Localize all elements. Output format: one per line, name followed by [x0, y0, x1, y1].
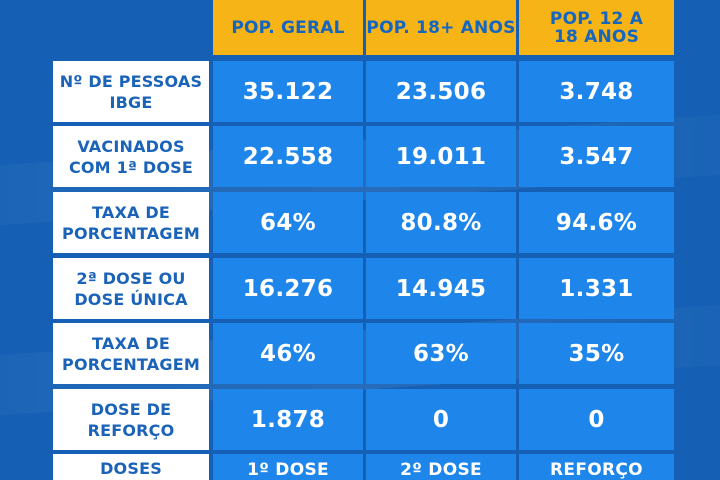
table-cell: 94.6%	[519, 192, 674, 253]
table-cell: 23.506	[366, 61, 516, 122]
table-cell: 3.748	[519, 61, 674, 122]
row-label-pessoas-ibge: Nº DE PESSOAS IBGE	[53, 61, 209, 122]
row-label-taxa-porcentagem-2: TAXA DE PORCENTAGEM	[53, 323, 209, 384]
table-cell: 0	[366, 389, 516, 450]
table-cell: 63%	[366, 323, 516, 384]
row-label-dose-de-reforco: DOSE DE REFORÇO	[53, 389, 209, 450]
table-cell: 0	[519, 389, 674, 450]
table-cell: 35%	[519, 323, 674, 384]
row-label-2-dose-ou-unica: 2ª DOSE OU DOSE ÚNICA	[53, 258, 209, 319]
table-cell: 2º DOSE	[366, 454, 516, 480]
table-cell: 1.878	[213, 389, 363, 450]
table-cell: 35.122	[213, 61, 363, 122]
table-cell: 1º DOSE	[213, 454, 363, 480]
row-label-vacinados-1-dose: VACINADOS COM 1ª DOSE	[53, 126, 209, 187]
table-cell: 80.8%	[366, 192, 516, 253]
table-cell: 19.011	[366, 126, 516, 187]
table-cell: 16.276	[213, 258, 363, 319]
column-header-pop-12-18: POP. 12 A 18 ANOS	[519, 0, 674, 55]
table-cell: 14.945	[366, 258, 516, 319]
row-label-taxa-porcentagem-1: TAXA DE PORCENTAGEM	[53, 192, 209, 253]
table-cell: 22.558	[213, 126, 363, 187]
column-header-pop-18-plus: POP. 18+ ANOS	[366, 0, 516, 55]
table-cell: 64%	[213, 192, 363, 253]
table-cell: 3.547	[519, 126, 674, 187]
column-header-pop-geral: POP. GERAL	[213, 0, 363, 55]
row-label-doses: DOSES	[53, 454, 209, 480]
table-cell: 1.331	[519, 258, 674, 319]
table-cell: 46%	[213, 323, 363, 384]
table-cell: REFORÇO	[519, 454, 674, 480]
